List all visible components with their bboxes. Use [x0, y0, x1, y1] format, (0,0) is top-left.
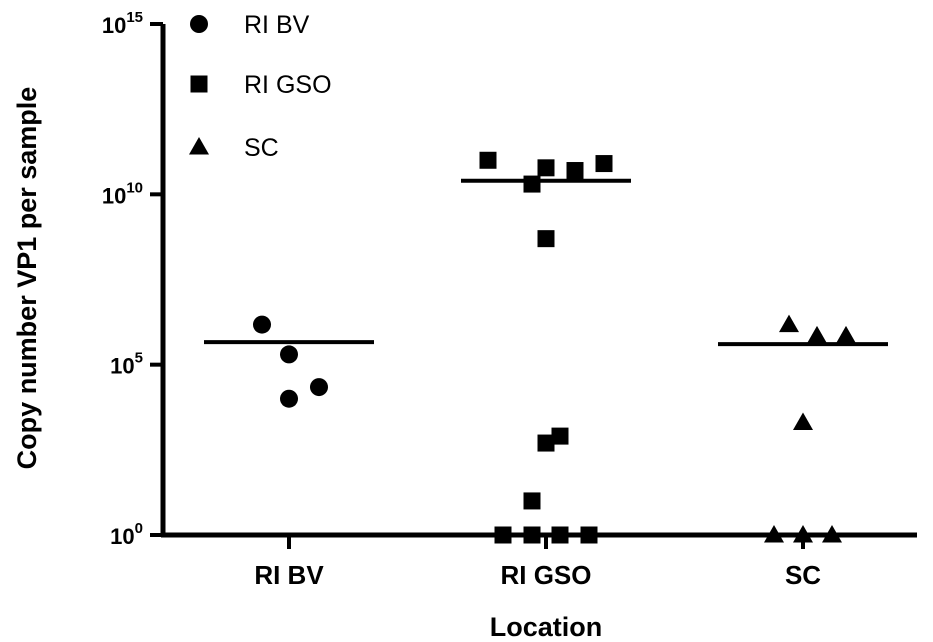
data-point — [523, 492, 541, 510]
data-point — [280, 345, 298, 364]
y-tick-label: 100 — [110, 520, 143, 549]
data-point — [551, 427, 569, 445]
data-point — [793, 525, 813, 543]
data-point — [822, 525, 842, 543]
x-category-label: SC — [785, 560, 821, 590]
data-point — [523, 526, 541, 544]
data-point — [595, 155, 613, 173]
legend-label: RI BV — [244, 11, 310, 39]
data-point — [793, 412, 813, 431]
y-axis-title: Copy number VP1 per sample — [12, 87, 42, 470]
data-point — [807, 325, 827, 344]
data-point — [253, 315, 271, 334]
data-point — [764, 525, 784, 543]
legend-label: RI GSO — [244, 71, 332, 99]
legend-marker — [190, 15, 208, 33]
data-point — [566, 162, 584, 180]
y-tick-label: 1015 — [102, 9, 143, 38]
data-point — [779, 314, 799, 333]
data-point — [537, 434, 555, 452]
data-point — [280, 389, 298, 408]
x-category-label: RI GSO — [500, 560, 591, 590]
data-point — [479, 151, 497, 169]
data-point — [551, 526, 569, 544]
data-point — [537, 230, 555, 248]
data-point — [537, 159, 555, 177]
legend-marker — [189, 137, 209, 155]
x-axis-title: Location — [490, 612, 603, 642]
data-point — [494, 526, 512, 544]
x-category-label: RI BV — [254, 560, 324, 590]
data-point — [580, 526, 598, 544]
data-point — [523, 175, 541, 193]
data-point — [836, 325, 856, 344]
legend-label: SC — [244, 134, 279, 162]
y-tick-label: 105 — [110, 350, 143, 379]
y-tick-label: 1010 — [102, 179, 143, 208]
legend-marker — [190, 75, 208, 93]
data-point — [310, 378, 328, 397]
